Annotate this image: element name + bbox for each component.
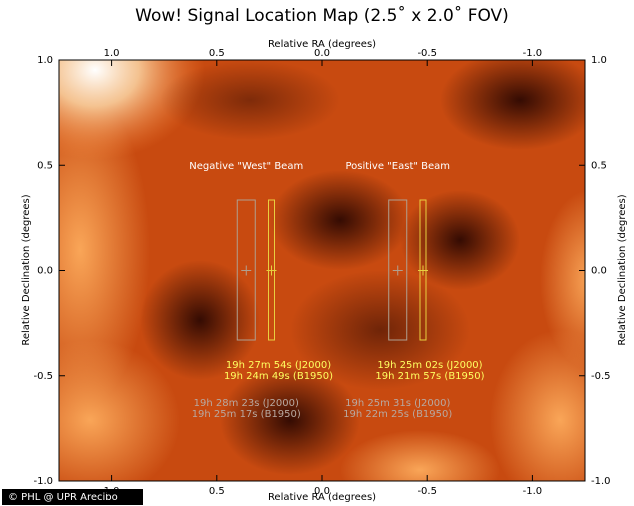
- coordinate-label: 19h 27m 54s (J2000): [226, 360, 331, 371]
- y-tick-label: -0.5: [33, 371, 53, 382]
- beam-center: [266, 265, 277, 276]
- y-axis-label: Relative Declination (degrees): [617, 194, 628, 345]
- x-tick-label: -1.0: [523, 486, 543, 497]
- x-tick-label: 1.0: [104, 48, 120, 59]
- x-tick-label: 0.0: [314, 486, 330, 497]
- x-tick-label: -0.5: [417, 486, 437, 497]
- y-tick-label: -0.5: [591, 371, 611, 382]
- x-tick-label: 0.0: [314, 48, 330, 59]
- credit: © PHL @ UPR Arecibo: [8, 492, 118, 503]
- coordinate-label: 19h 25m 02s (J2000): [377, 360, 482, 371]
- coordinate-label: 19h 25m 31s (J2000): [345, 398, 450, 409]
- coordinate-label: 19h 22m 25s (B1950): [343, 409, 452, 420]
- x-tick-label: -0.5: [417, 48, 437, 59]
- coordinate-label: 19h 21m 57s (B1950): [375, 371, 484, 382]
- y-tick-label: -1.0: [591, 476, 611, 487]
- credit-box: [2, 489, 143, 505]
- beam-box: [388, 199, 408, 341]
- y-tick-label: 0.5: [37, 160, 53, 171]
- x-axis-label: Relative RA (degrees): [268, 492, 376, 503]
- x-tick-label: 0.5: [209, 486, 225, 497]
- beam-label: Negative "West" Beam: [189, 161, 303, 172]
- beam-center: [392, 265, 403, 276]
- beam-center: [417, 265, 428, 276]
- beam-center: [241, 265, 252, 276]
- y-tick-label: 1.0: [37, 55, 53, 66]
- beam-box: [236, 199, 256, 341]
- coordinate-label: 19h 28m 23s (J2000): [194, 398, 299, 409]
- x-axis-label: Relative RA (degrees): [268, 39, 376, 50]
- coordinate-label: 19h 25m 17s (B1950): [192, 409, 301, 420]
- x-tick-label: 1.0: [104, 486, 120, 497]
- coordinate-label: 19h 24m 49s (B1950): [224, 371, 333, 382]
- beam-label: Positive "East" Beam: [345, 161, 450, 172]
- y-axis-label: Relative Declination (degrees): [21, 194, 32, 345]
- y-tick-label: 0.0: [37, 266, 53, 277]
- chart-title: Wow! Signal Location Map (2.5˚ x 2.0˚ FO…: [135, 5, 509, 26]
- x-tick-label: -1.0: [523, 48, 543, 59]
- x-tick-label: 0.5: [209, 48, 225, 59]
- y-tick-label: -1.0: [33, 476, 53, 487]
- y-tick-label: 0.0: [591, 266, 607, 277]
- y-tick-label: 1.0: [591, 55, 607, 66]
- y-tick-label: 0.5: [591, 160, 607, 171]
